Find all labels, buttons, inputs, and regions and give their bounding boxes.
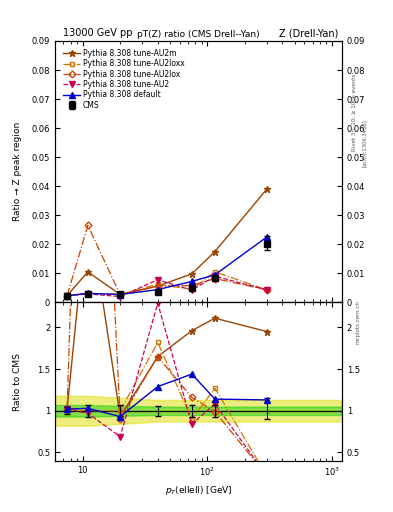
Y-axis label: Ratio to CMS: Ratio to CMS [13, 353, 22, 411]
Pythia 8.308 tune-AU2 [213, 273, 217, 280]
Pythia 8.308 tune-AU2lox [65, 293, 70, 299]
Line: Pythia 8.308 tune-AU2loxx: Pythia 8.308 tune-AU2loxx [65, 269, 269, 298]
Pythia 8.308 tune-AU2 [264, 287, 269, 293]
Pythia 8.308 tune-AU2lox [86, 222, 90, 228]
Pythia 8.308 tune-AU2loxx [86, 291, 90, 297]
Pythia 8.308 tune-AU2 [65, 293, 70, 299]
Pythia 8.308 tune-AU2loxx [264, 287, 269, 293]
Pythia 8.308 tune-AU2lox [189, 283, 194, 289]
Pythia 8.308 tune-AU2m [155, 283, 160, 289]
Pythia 8.308 default [213, 272, 217, 278]
Title: pT(Z) ratio (CMS Drell--Yan): pT(Z) ratio (CMS Drell--Yan) [137, 30, 260, 39]
Pythia 8.308 tune-AU2lox [118, 292, 123, 298]
Y-axis label: Ratio → Z peak region: Ratio → Z peak region [13, 122, 22, 221]
Line: Pythia 8.308 tune-AU2: Pythia 8.308 tune-AU2 [64, 273, 270, 300]
Pythia 8.308 default [118, 291, 123, 297]
Pythia 8.308 tune-AU2 [155, 276, 160, 283]
Pythia 8.308 tune-AU2m [86, 269, 90, 275]
Pythia 8.308 default [86, 290, 90, 296]
Pythia 8.308 tune-AU2m [65, 293, 70, 299]
Pythia 8.308 tune-AU2 [118, 293, 123, 300]
Pythia 8.308 tune-AU2m [264, 186, 269, 192]
Pythia 8.308 tune-AU2 [86, 291, 90, 297]
Text: mcplots.cern.ch: mcplots.cern.ch [356, 301, 361, 345]
Text: [arXiv:1306.3436]: [arXiv:1306.3436] [362, 119, 367, 167]
Pythia 8.308 tune-AU2 [189, 287, 194, 293]
Pythia 8.308 tune-AU2m [189, 271, 194, 277]
Pythia 8.308 default [155, 287, 160, 293]
Line: Pythia 8.308 tune-AU2m: Pythia 8.308 tune-AU2m [64, 186, 270, 299]
Pythia 8.308 tune-AU2loxx [189, 286, 194, 292]
Pythia 8.308 default [65, 293, 70, 299]
Pythia 8.308 tune-AU2m [118, 291, 123, 297]
Line: Pythia 8.308 tune-AU2lox: Pythia 8.308 tune-AU2lox [65, 223, 269, 298]
Legend: Pythia 8.308 tune-AU2m, Pythia 8.308 tune-AU2loxx, Pythia 8.308 tune-AU2lox, Pyt: Pythia 8.308 tune-AU2m, Pythia 8.308 tun… [62, 48, 186, 111]
Pythia 8.308 tune-AU2loxx [118, 291, 123, 297]
Pythia 8.308 tune-AU2lox [155, 283, 160, 289]
Text: 13000 GeV pp: 13000 GeV pp [63, 28, 132, 38]
Pythia 8.308 default [264, 234, 269, 240]
Pythia 8.308 default [189, 279, 194, 285]
Pythia 8.308 tune-AU2lox [213, 275, 217, 282]
Pythia 8.308 tune-AU2loxx [65, 293, 70, 299]
X-axis label: $p_T$(ellell) [GeV]: $p_T$(ellell) [GeV] [165, 484, 232, 497]
Pythia 8.308 tune-AU2loxx [213, 269, 217, 275]
Line: Pythia 8.308 default: Pythia 8.308 default [64, 234, 270, 298]
Pythia 8.308 tune-AU2m [213, 248, 217, 254]
Text: Rivet 3.1.10; ≥ 100k events: Rivet 3.1.10; ≥ 100k events [352, 74, 357, 151]
Pythia 8.308 tune-AU2lox [264, 287, 269, 293]
Pythia 8.308 tune-AU2loxx [155, 281, 160, 287]
Text: Z (Drell-Yan): Z (Drell-Yan) [279, 28, 338, 38]
